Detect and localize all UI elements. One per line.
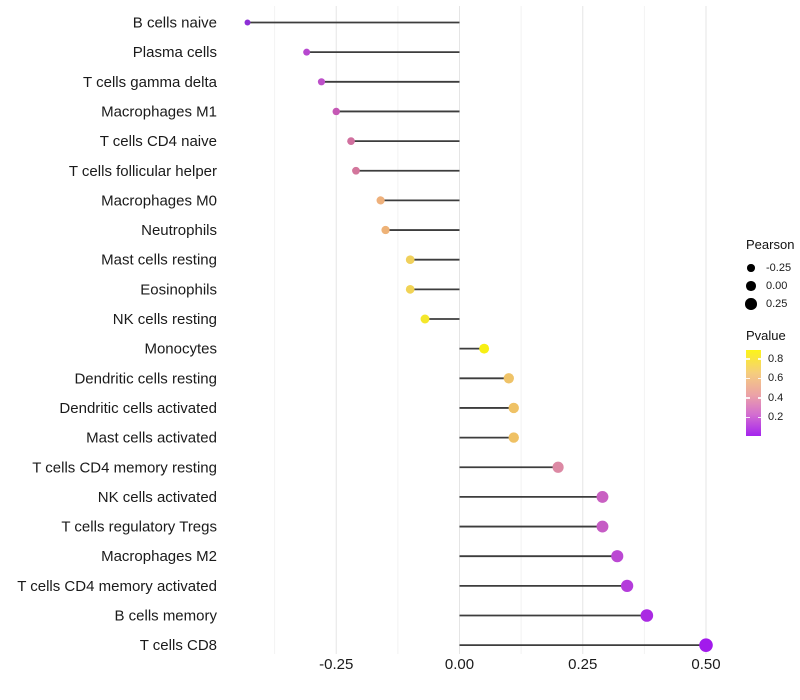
y-axis-label: T cells gamma delta [83, 74, 218, 91]
pvalue-tick-label: 0.6 [768, 372, 784, 385]
lollipop-dot [332, 107, 340, 116]
legend-size-dot-cell [744, 264, 758, 272]
y-axis-label: NK cells activated [98, 489, 217, 506]
y-axis-label: Eosinophils [140, 281, 217, 298]
pvalue-tick-mark [757, 358, 761, 360]
legend-pvalue-colorbar-wrap: 0.8 0.6 0.4 0.2 [746, 350, 783, 436]
y-axis-label: Macrophages M1 [101, 103, 217, 120]
legend-pearson: Pearson -0.25 0.00 0.25 [744, 237, 800, 313]
pvalue-tick-mark [746, 416, 750, 419]
lollipop-dot [420, 314, 430, 324]
legend-pearson-entry: 0.25 [744, 295, 800, 313]
y-axis-label: Dendritic cells resting [74, 370, 217, 387]
lollipop-dot [244, 19, 251, 26]
y-axis-label: Plasma cells [133, 44, 217, 61]
y-axis-label: Mast cells resting [101, 252, 217, 269]
y-axis-label: T cells CD8 [140, 637, 217, 654]
lollipop-dot [352, 166, 360, 175]
pvalue-tick-label: 0.8 [768, 352, 784, 365]
y-axis-label: Macrophages M2 [101, 548, 217, 565]
y-axis-label: B cells memory [114, 608, 217, 625]
lollipop-dot [381, 225, 390, 235]
y-axis-label: T cells CD4 naive [100, 133, 217, 150]
pvalue-tick-mark [746, 397, 750, 399]
y-axis-label: Macrophages M0 [101, 192, 217, 209]
lollipop-dot [596, 490, 609, 503]
legend-pearson-entry: -0.25 [744, 259, 800, 277]
legend-pvalue: Pvalue 0.8 0.6 0.4 0.2 [744, 328, 800, 436]
pvalue-tick-mark [746, 358, 750, 360]
x-axis-label: -0.25 [319, 656, 353, 673]
pvalue-tick-mark [757, 377, 761, 380]
lollipop-dot [640, 609, 654, 622]
lollipop-dot [303, 48, 311, 56]
lollipop-dot [611, 550, 624, 563]
legend-size-dot-cell [744, 281, 758, 291]
y-axis-label: B cells naive [133, 15, 217, 32]
pvalue-tick-mark [757, 416, 761, 419]
lollipop-dot [508, 432, 519, 443]
y-axis-label: Neutrophils [141, 222, 217, 239]
lollipop-dot [479, 343, 490, 354]
legend-pearson-entry: 0.00 [744, 277, 800, 295]
y-axis-label: NK cells resting [113, 311, 217, 328]
lollipop-dot [552, 461, 564, 473]
lollipop-dot [620, 579, 634, 592]
legend-pearson-title: Pearson [746, 237, 795, 252]
legend-pearson-entries: -0.25 0.00 0.25 [744, 259, 800, 313]
x-axis-label: 0.25 [568, 656, 597, 673]
pvalue-colorbar [746, 350, 761, 436]
lollipop-dot [596, 520, 609, 533]
lollipop-dot [503, 373, 514, 384]
lollipop-dot [405, 285, 415, 294]
legend-size-label: -0.25 [766, 262, 792, 274]
legend-size-dot-cell [744, 298, 758, 310]
legend-size-label: 0.00 [766, 280, 788, 292]
lollipop-dot [699, 638, 713, 652]
legend-size-dot [747, 264, 755, 272]
pvalue-tick-label: 0.4 [768, 391, 784, 404]
y-axis-label: T cells regulatory Tregs [61, 519, 217, 536]
legend-size-dot [745, 298, 757, 310]
legend-size-dot [746, 281, 756, 291]
lollipop-dot [405, 255, 415, 265]
lollipop-dot [376, 196, 385, 205]
lollipop-dot [508, 402, 519, 414]
legend-pvalue-title: Pvalue [746, 328, 786, 343]
pvalue-tick-mark [757, 397, 761, 399]
y-axis-label: T cells CD4 memory resting [32, 459, 217, 476]
pvalue-tick-label: 0.2 [768, 411, 784, 424]
y-axis-label: Mast cells activated [86, 430, 217, 447]
lollipop-dot [317, 78, 326, 86]
y-axis-label: T cells follicular helper [69, 163, 217, 180]
legend: Pearson -0.25 0.00 0.25 Pvalue 0.8 0.6 0.4 0.… [744, 237, 800, 436]
x-axis-label: 0.00 [445, 656, 474, 673]
pvalue-tick-mark [746, 377, 750, 380]
y-axis-label: Monocytes [144, 341, 217, 358]
lollipop-dot [347, 137, 355, 145]
y-axis-label: T cells CD4 memory activated [17, 578, 217, 595]
legend-size-label: 0.25 [766, 298, 788, 310]
x-axis-label: 0.50 [691, 656, 720, 673]
y-axis-label: Dendritic cells activated [59, 400, 217, 417]
